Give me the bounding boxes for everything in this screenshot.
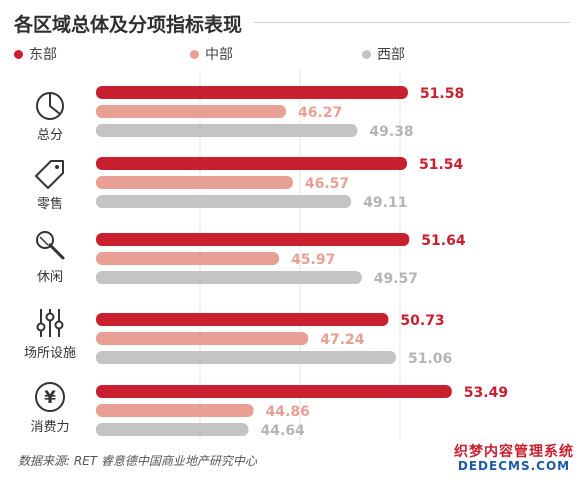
bar-2-1 bbox=[96, 252, 280, 265]
category-label-0: 总分 bbox=[36, 128, 63, 143]
data-label-1-0: 51.54 bbox=[419, 157, 464, 173]
chart-title: 各区域总体及分项指标表现 bbox=[14, 14, 243, 36]
category-label-4: 消费力 bbox=[30, 420, 70, 435]
data-label-3-2: 51.06 bbox=[408, 351, 452, 367]
data-label-3-1: 47.24 bbox=[320, 332, 365, 348]
legend-swatch-central bbox=[190, 49, 199, 59]
watermark-line-2: DEDECMS.COM bbox=[457, 459, 571, 474]
bar-0-1 bbox=[96, 105, 286, 118]
pie-chart-icon bbox=[36, 92, 64, 120]
bar-0-0 bbox=[96, 86, 408, 99]
category-label-3: 场所设施 bbox=[23, 346, 76, 361]
bar-1-0 bbox=[96, 157, 408, 170]
yen-icon: ¥ bbox=[35, 382, 65, 412]
sliders-icon bbox=[36, 309, 64, 337]
bar-4-0 bbox=[96, 385, 452, 398]
data-label-0-2: 49.38 bbox=[369, 124, 413, 140]
data-label-0-1: 46.27 bbox=[298, 105, 342, 121]
data-label-4-2: 44.64 bbox=[261, 423, 306, 439]
bar-3-1 bbox=[96, 332, 309, 345]
data-label-2-2: 49.57 bbox=[374, 271, 418, 287]
legend-item-central: 中部 bbox=[190, 44, 233, 64]
data-label-1-1: 46.57 bbox=[305, 176, 349, 192]
legend-label-central: 中部 bbox=[205, 47, 233, 63]
data-label-3-0: 50.73 bbox=[400, 313, 444, 329]
bar-0-2 bbox=[96, 124, 358, 137]
legend-item-west: 西部 bbox=[362, 44, 405, 64]
category-label-2: 休闲 bbox=[36, 270, 63, 285]
data-label-4-0: 53.49 bbox=[464, 385, 508, 401]
tag-icon bbox=[35, 160, 64, 189]
bar-4-2 bbox=[96, 423, 249, 436]
bar-1-2 bbox=[96, 195, 352, 208]
bar-1-1 bbox=[96, 176, 293, 189]
category-label-1: 零售 bbox=[36, 197, 63, 212]
bar-2-0 bbox=[96, 233, 410, 246]
legend-label-west: 西部 bbox=[377, 47, 405, 63]
title-divider bbox=[254, 22, 570, 23]
bar-3-2 bbox=[96, 351, 396, 364]
data-label-4-1: 44.86 bbox=[266, 404, 310, 420]
watermark-line-1: 织梦内容管理系统 bbox=[454, 444, 574, 460]
svg-text:¥: ¥ bbox=[44, 388, 56, 408]
watermark: 织梦内容管理系统 DEDECMS.COM bbox=[454, 444, 574, 474]
data-label-2-1: 45.97 bbox=[291, 252, 335, 268]
legend-swatch-west bbox=[362, 49, 371, 59]
data-label-1-2: 49.11 bbox=[363, 195, 407, 211]
bar-3-0 bbox=[96, 313, 389, 326]
legend-swatch-east bbox=[14, 49, 23, 59]
legend-item-east: 东部 bbox=[14, 44, 57, 64]
bar-2-2 bbox=[96, 271, 362, 284]
data-label-2-0: 51.64 bbox=[421, 233, 466, 249]
bar-4-1 bbox=[96, 404, 254, 417]
data-label-0-0: 51.58 bbox=[420, 86, 464, 102]
microphone-icon bbox=[36, 231, 65, 260]
source-note: 数据来源: RET 睿意德中国商业地产研究中心 bbox=[18, 454, 257, 468]
legend-label-east: 东部 bbox=[29, 47, 57, 63]
